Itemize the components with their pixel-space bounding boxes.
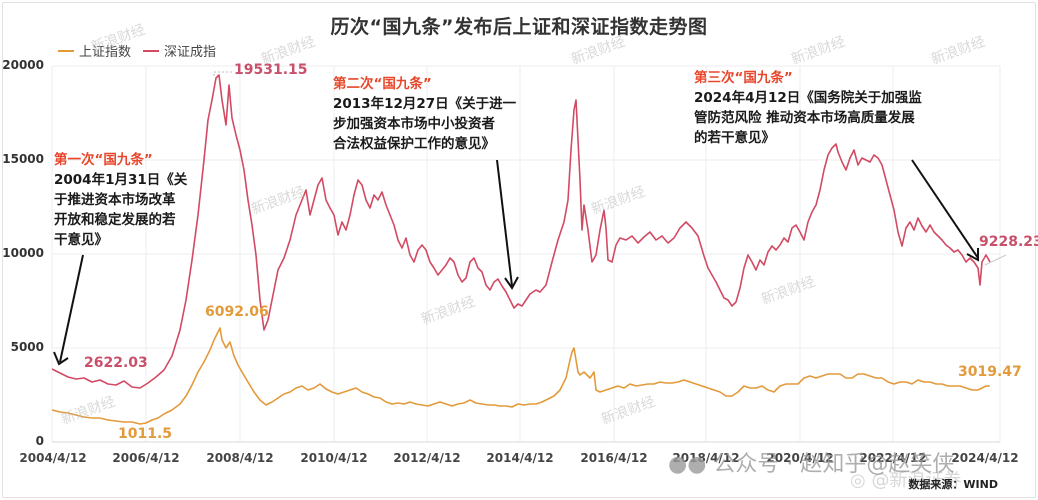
arrow-first	[53, 254, 84, 366]
annotation-first-line: 于推进资本市场改革	[54, 192, 176, 208]
wechat-icon: ●●	[668, 452, 707, 477]
legend-swatch-shenzhen	[143, 49, 160, 52]
annotation-first: 第一次“国九条” 2004年1月31日《关 于推进资本市场改革 开放和稳定发展的…	[54, 150, 187, 250]
sh-last-label: 3019.47	[958, 364, 1022, 380]
legend-item-shenzhen: 深证成指	[143, 41, 216, 60]
annotation-second-line: 合法权益保护工作的意见》	[333, 136, 495, 152]
annotation-second: 第二次“国九条” 2013年12月27日《关于进一 步加强资本市场中小投资者 合…	[333, 74, 516, 154]
annotation-third: 第三次“国九条” 2024年4月12日《国务院关于加强监 管防范风险 推动资本市…	[694, 68, 922, 148]
series-line-shenzhen	[51, 74, 991, 389]
y-tick-20000: 20000	[2, 58, 44, 72]
peak-leader-line	[213, 71, 232, 76]
sz-low-label: 2622.03	[84, 355, 148, 371]
annotation-third-line: 的若干意见》	[694, 130, 775, 146]
wechat-watermark: ●● 公众号 · 赵知乎@赵笑侠	[668, 446, 954, 478]
series-line-shanghai	[51, 327, 990, 425]
annotation-first-line: 2004年1月31日《关	[54, 172, 188, 188]
sh-peak-label: 6092.06	[205, 304, 269, 320]
chart-title: 历次“国九条”发布后上证和深证指数走势图	[330, 16, 708, 38]
y-tick-5000: 5000	[10, 340, 44, 354]
x-tick-2008: 2008/4/12	[206, 451, 274, 465]
legend-label-shanghai: 上证指数	[79, 45, 132, 60]
annotation-second-heading: 第二次“国九条”	[333, 76, 432, 92]
annotation-third-line: 管防范风险 推动资本市场高质量发展	[694, 110, 915, 126]
y-tick-10000: 10000	[2, 246, 44, 260]
annotation-first-line: 干意见》	[54, 232, 108, 248]
legend-item-shanghai: 上证指数	[58, 41, 131, 60]
x-tick-2014: 2014/4/12	[486, 451, 554, 465]
annotation-first-heading: 第一次“国九条”	[54, 152, 153, 168]
weibo-watermark-text: @新浪证券	[871, 470, 962, 491]
annotation-third-heading: 第三次“国九条”	[694, 70, 793, 86]
x-tick-2022: 2022/4/12	[859, 451, 927, 465]
y-tick-15000: 15000	[2, 152, 44, 166]
x-tick-2012: 2012/4/12	[393, 451, 461, 465]
x-tick-2020: 2020/4/12	[766, 451, 834, 465]
y-tick-0: 0	[35, 434, 44, 448]
data-source: 数据来源：WIND	[908, 478, 998, 491]
last-value-leader	[984, 254, 1007, 266]
chart-legend: 上证指数 深证成指	[58, 41, 222, 60]
annotation-first-line: 开放和稳定发展的若	[54, 212, 176, 228]
weibo-watermark: ◎ @新浪证券	[850, 466, 961, 492]
x-tick-2004: 2004/4/12	[19, 451, 87, 465]
sz-peak-label: 19531.15	[234, 62, 308, 78]
x-tick-2010: 2010/4/12	[300, 451, 368, 465]
arrow-second	[496, 159, 519, 290]
x-tick-2006: 2006/4/12	[112, 451, 180, 465]
annotation-second-line: 步加强资本市场中小投资者	[333, 116, 495, 132]
legend-label-shenzhen: 深证成指	[164, 45, 217, 60]
x-tick-2024: 2024/4/12	[951, 451, 1019, 465]
sh-low-label: 1011.5	[118, 426, 173, 442]
arrow-third	[911, 159, 979, 262]
x-tick-2018: 2018/4/12	[672, 451, 740, 465]
gridlines	[51, 65, 1001, 442]
weibo-icon: ◎	[850, 470, 866, 491]
annotation-second-line: 2013年12月27日《关于进一	[333, 96, 517, 112]
annotation-third-line: 2024年4月12日《国务院关于加强监	[694, 90, 922, 106]
legend-swatch-shanghai	[58, 49, 74, 52]
sz-last-label: 9228.23	[979, 234, 1038, 250]
wechat-watermark-text: 公众号 · 赵知乎@赵笑侠	[713, 452, 955, 477]
x-tick-2016: 2016/4/12	[580, 451, 648, 465]
